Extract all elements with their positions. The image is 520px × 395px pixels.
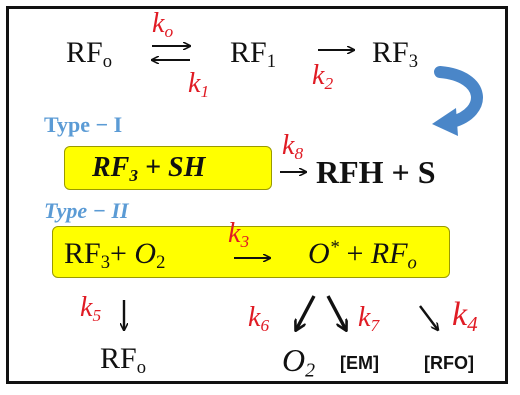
type-i-products: RFH + S [316,154,436,190]
em-product: [EM] [340,353,379,373]
k3-rate-constant: k3 [228,218,250,251]
curved-arrow [432,66,483,136]
type-ii-reaction-box [52,226,450,278]
rf1-intermediate: RF1 [230,36,276,73]
k7-rate-constant: k7 [358,302,380,335]
k1-rate-constant: k1 [188,68,210,101]
rfo-product: [RFO] [424,353,474,373]
diagram-frame [6,6,508,384]
rf0-ground-state: RFo [100,342,146,379]
rf0-reactant: RFo [66,36,112,73]
k2-rate-constant: k2 [312,60,334,93]
k7-arrow [326,295,346,330]
type-ii-label: Type − II [44,198,129,223]
k8-rate-constant: k8 [282,130,304,163]
k0-rate-constant: ko [152,8,174,41]
equilibrium-arrow [152,46,190,60]
k6-rate-constant: k6 [248,302,270,335]
k6-arrow [296,295,316,330]
o2-product: O2 [282,342,316,382]
type-ii-products: O* + RFo [308,237,417,274]
type-i-reactant-box [64,146,272,190]
type-ii-rf3: RF3+ O2 [64,237,166,274]
rf3-triplet: RF3 [372,36,418,73]
type-i-label: Type − I [44,112,123,137]
k4-rate-constant: k4 [452,296,478,336]
type-i-reactants: RF3 + SH [92,152,206,185]
k5-rate-constant: k5 [80,292,102,325]
k4-arrow [419,305,438,330]
